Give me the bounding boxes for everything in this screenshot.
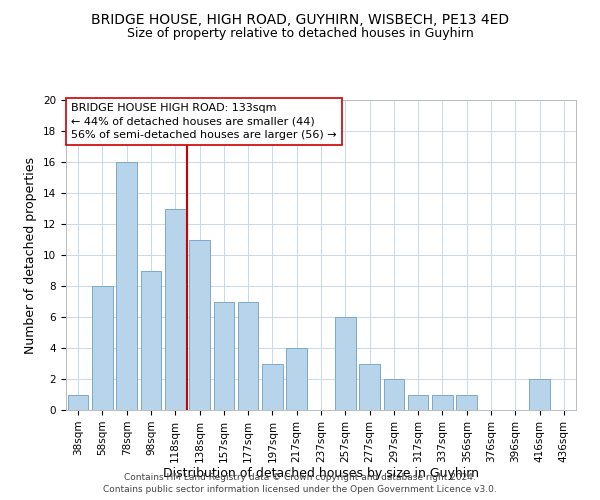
- Bar: [335, 317, 356, 410]
- Bar: [68, 394, 88, 410]
- X-axis label: Distribution of detached houses by size in Guyhirn: Distribution of detached houses by size …: [163, 468, 479, 480]
- Bar: [408, 394, 428, 410]
- Bar: [189, 240, 210, 410]
- Text: BRIDGE HOUSE HIGH ROAD: 133sqm
← 44% of detached houses are smaller (44)
56% of : BRIDGE HOUSE HIGH ROAD: 133sqm ← 44% of …: [71, 103, 337, 140]
- Text: BRIDGE HOUSE, HIGH ROAD, GUYHIRN, WISBECH, PE13 4ED: BRIDGE HOUSE, HIGH ROAD, GUYHIRN, WISBEC…: [91, 12, 509, 26]
- Bar: [214, 302, 234, 410]
- Bar: [92, 286, 113, 410]
- Bar: [457, 394, 477, 410]
- Text: Size of property relative to detached houses in Guyhirn: Size of property relative to detached ho…: [127, 28, 473, 40]
- Text: Contains HM Land Registry data © Crown copyright and database right 2024.
Contai: Contains HM Land Registry data © Crown c…: [103, 473, 497, 494]
- Bar: [359, 364, 380, 410]
- Bar: [383, 379, 404, 410]
- Bar: [529, 379, 550, 410]
- Bar: [286, 348, 307, 410]
- Bar: [116, 162, 137, 410]
- Bar: [238, 302, 259, 410]
- Bar: [140, 270, 161, 410]
- Y-axis label: Number of detached properties: Number of detached properties: [25, 156, 37, 354]
- Bar: [432, 394, 453, 410]
- Bar: [165, 208, 185, 410]
- Bar: [262, 364, 283, 410]
